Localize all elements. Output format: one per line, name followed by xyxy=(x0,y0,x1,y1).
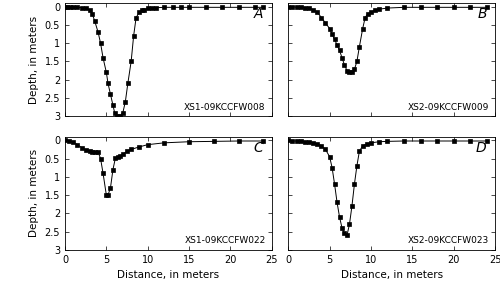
X-axis label: Distance, in meters: Distance, in meters xyxy=(118,270,220,280)
Text: C: C xyxy=(254,141,264,155)
Text: A: A xyxy=(254,7,264,21)
Text: XS1-09KCCFW022: XS1-09KCCFW022 xyxy=(184,236,266,245)
X-axis label: Distance, in meters: Distance, in meters xyxy=(340,270,442,280)
Text: D: D xyxy=(476,141,486,155)
Y-axis label: Depth, in meters: Depth, in meters xyxy=(29,16,39,104)
Text: B: B xyxy=(477,7,486,21)
Text: XS2-09KCCFW023: XS2-09KCCFW023 xyxy=(408,236,489,245)
Text: XS2-09KCCFW009: XS2-09KCCFW009 xyxy=(408,103,489,112)
Y-axis label: Depth, in meters: Depth, in meters xyxy=(29,149,39,237)
Text: XS1-09KCCFW008: XS1-09KCCFW008 xyxy=(184,103,266,112)
